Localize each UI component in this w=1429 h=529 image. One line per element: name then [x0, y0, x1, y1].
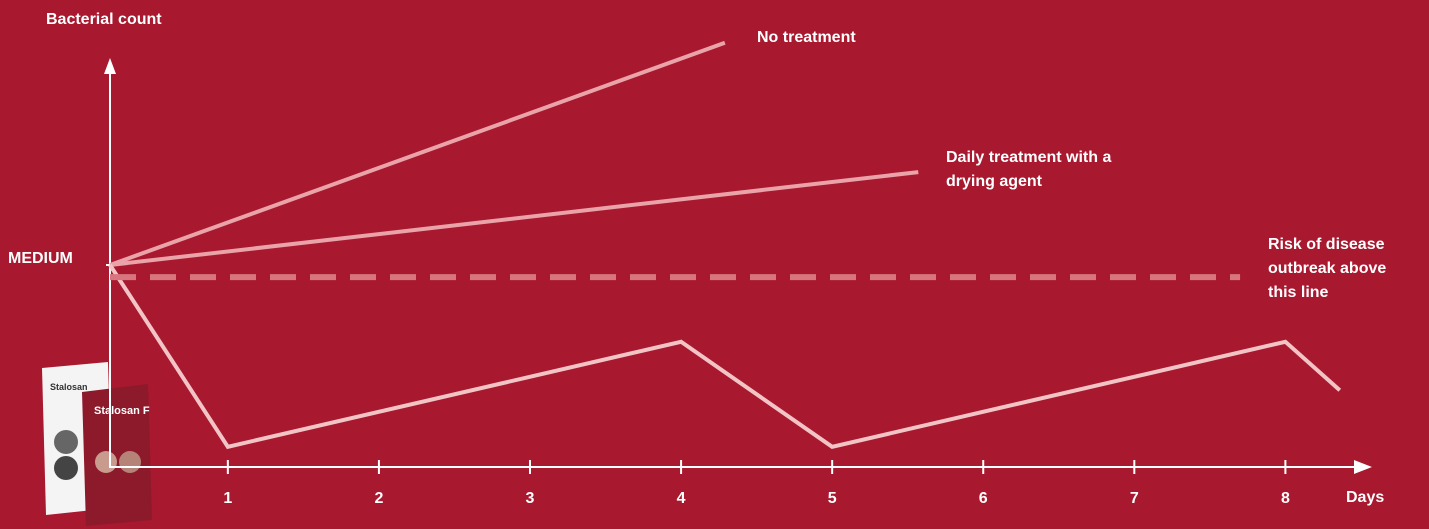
x-tick-label: 8	[1281, 490, 1290, 507]
series-line	[109, 40, 726, 267]
x-tick-label: 5	[828, 490, 837, 507]
x-tick-label: 4	[677, 490, 686, 507]
x-tick-label: 2	[374, 490, 383, 507]
x-axis-label: Days	[1346, 489, 1385, 506]
bag-icon	[54, 430, 78, 454]
series-line	[109, 170, 919, 267]
bag-text: Stalosan F	[94, 405, 150, 417]
red-bag	[82, 384, 152, 526]
series-label: No treatment	[757, 29, 856, 46]
bag-text: Stalosan	[50, 382, 88, 392]
bag-icon	[119, 451, 141, 473]
series-label: Risk of disease outbreak above this line	[1268, 236, 1387, 301]
series-label: Daily treatment with a drying agent	[946, 149, 1112, 190]
series-line	[108, 263, 1342, 450]
y-arrow	[104, 58, 116, 74]
bag-icon	[54, 456, 78, 480]
product-bags: Stalosan Stalosan F	[42, 362, 152, 526]
x-tick-label: 1	[223, 490, 232, 507]
bag-icon	[95, 451, 117, 473]
x-tick-label: 6	[979, 490, 988, 507]
y-tick-label: MEDIUM	[8, 250, 73, 267]
x-tick-label: 7	[1130, 490, 1139, 507]
x-tick-label: 3	[526, 490, 535, 507]
x-arrow	[1354, 460, 1372, 474]
y-axis-label: Bacterial count	[46, 11, 162, 28]
